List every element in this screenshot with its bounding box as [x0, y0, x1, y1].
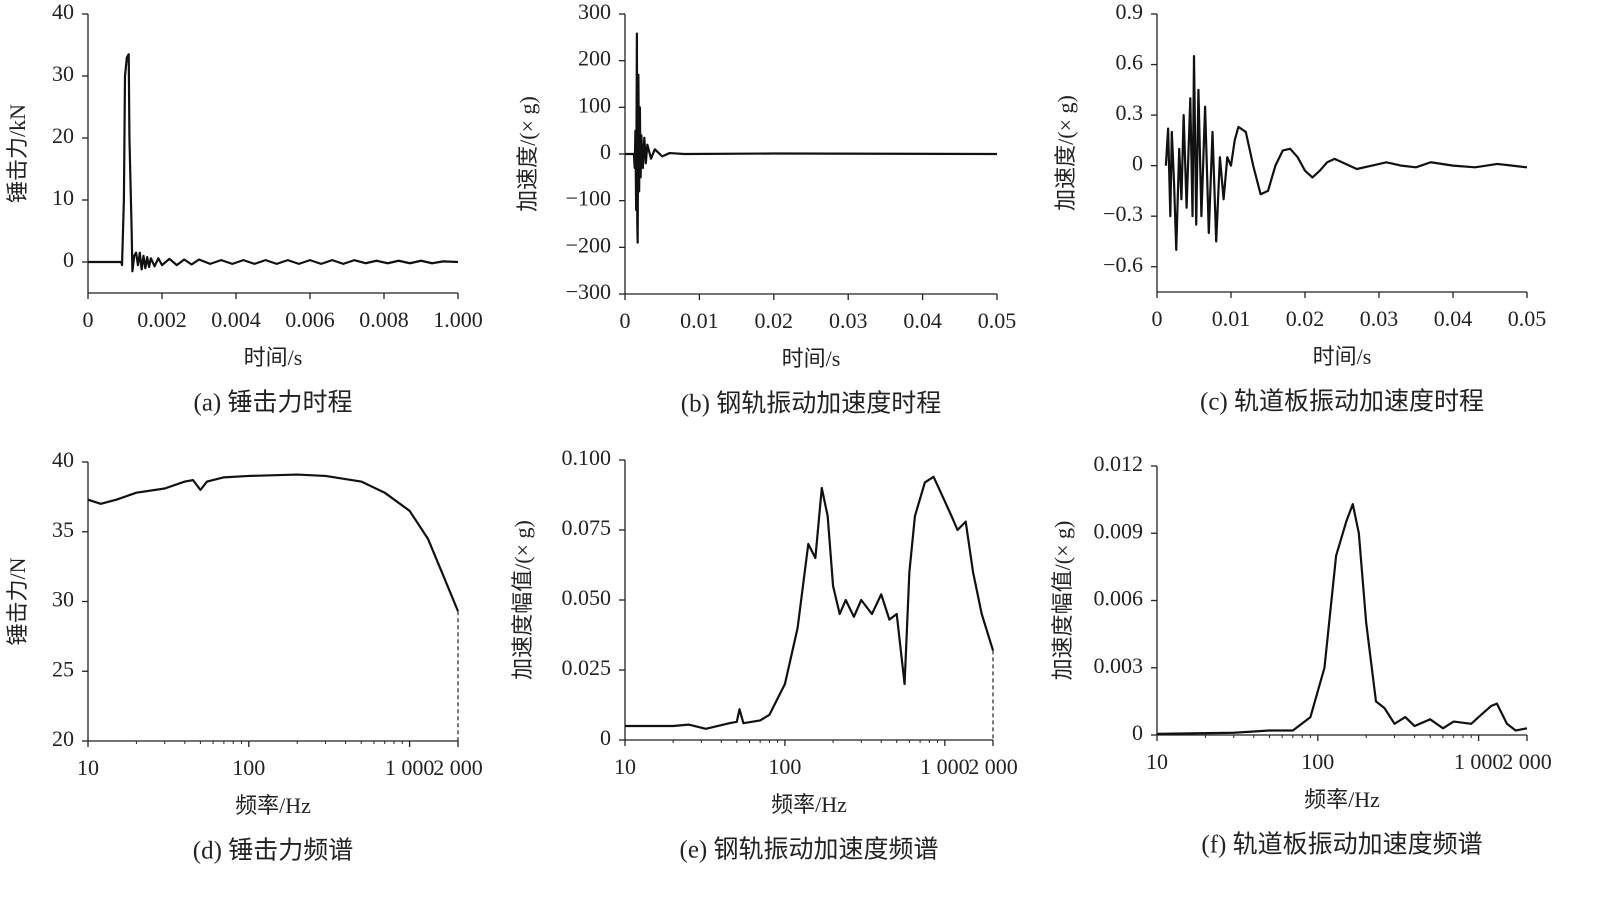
- data-line: [1164, 55, 1528, 251]
- y-axis-label: 加速度/(× g): [515, 96, 540, 212]
- subplot: −0.6 −0.3 0 0.3 0.6 0.9 0 0.01 0.02 0.03 0.04 0.05 时…: [1053, 0, 1546, 416]
- y-tick-label: 0: [1132, 720, 1143, 745]
- data-line: [87, 473, 460, 612]
- y-tick-label: 0: [600, 139, 611, 164]
- y-tick-label: 0.075: [562, 515, 612, 540]
- y-tick-label: 100: [578, 92, 611, 117]
- caption: (f) 轨道板振动加速度频谱: [1201, 831, 1482, 859]
- data-line: [625, 32, 998, 244]
- y-tick-label: 200: [578, 46, 611, 71]
- caption: (d) 锤击力频谱: [193, 837, 353, 865]
- x-tick-label: 0.04: [903, 308, 942, 333]
- x-axis-label: 时间/s: [244, 345, 303, 370]
- y-tick-label: 0.006: [1094, 586, 1144, 611]
- y-tick-label: 0: [1132, 151, 1143, 176]
- y-tick-label: 300: [578, 0, 611, 24]
- y-tick-label: 30: [52, 587, 74, 612]
- y-tick-label: 0.3: [1116, 100, 1144, 125]
- x-tick-label: 0.002: [137, 307, 187, 332]
- y-tick-label: 40: [52, 447, 74, 472]
- x-tick-label: 0: [1152, 306, 1163, 331]
- x-tick-label: 0: [83, 307, 94, 332]
- y-tick-label: 0.6: [1116, 50, 1144, 75]
- x-tick-label: 100: [232, 755, 265, 780]
- y-tick-label: 0.012: [1094, 451, 1144, 476]
- y-tick-label: 25: [52, 656, 74, 681]
- x-axis-label: 频率/Hz: [1304, 787, 1380, 812]
- y-tick-label: 0.003: [1094, 653, 1144, 678]
- data-line: [625, 475, 995, 730]
- x-tick-label: 10: [614, 754, 636, 779]
- y-axis-label: 加速度幅值/(× g): [510, 520, 535, 680]
- x-tick-label: 1 000: [920, 754, 970, 779]
- y-tick-label: −300: [566, 279, 611, 304]
- y-tick-label: 30: [52, 61, 74, 86]
- x-tick-label: 0.02: [1286, 306, 1325, 331]
- y-tick-label: −100: [566, 186, 611, 211]
- x-tick-label: 0.05: [978, 308, 1017, 333]
- y-tick-label: −0.6: [1103, 252, 1143, 277]
- x-tick-label: 2 000: [433, 755, 483, 780]
- x-tick-label: 0.04: [1434, 306, 1473, 331]
- x-tick-label: 0.05: [1508, 306, 1547, 331]
- subplot: 0 10 20 30 40 0 0.002 0.004 0.006 0.008 1.000 时间/s (…: [5, 0, 483, 417]
- caption: (e) 钢轨振动加速度频谱: [680, 836, 939, 864]
- x-tick-label: 1 000: [1454, 749, 1504, 774]
- y-axis-label: 加速度/(× g): [1053, 95, 1078, 211]
- y-tick-label: 0.100: [562, 445, 612, 470]
- x-axis-label: 时间/s: [1313, 344, 1372, 369]
- x-tick-label: 2 000: [968, 754, 1018, 779]
- x-tick-label: 1 000: [385, 755, 435, 780]
- x-tick-label: 0.02: [755, 308, 794, 333]
- x-axis-label: 频率/Hz: [771, 792, 847, 817]
- y-tick-label: −0.3: [1103, 201, 1143, 226]
- x-tick-label: 10: [77, 755, 99, 780]
- caption: (c) 轨道板振动加速度时程: [1200, 388, 1484, 416]
- y-tick-label: 0.025: [562, 655, 612, 680]
- x-tick-label: 100: [768, 754, 801, 779]
- x-tick-label: 100: [1301, 749, 1334, 774]
- y-tick-label: 0.009: [1094, 518, 1144, 543]
- y-axis-label: 锤击力/N: [5, 557, 30, 645]
- y-tick-label: 0.9: [1116, 0, 1144, 24]
- data-line: [1156, 503, 1528, 735]
- x-tick-label: 0.03: [829, 308, 868, 333]
- x-axis-label: 频率/Hz: [235, 793, 311, 818]
- caption: (b) 钢轨振动加速度时程: [681, 390, 941, 418]
- y-tick-label: 20: [52, 123, 74, 148]
- y-tick-label: 10: [52, 185, 74, 210]
- caption: (a) 锤击力时程: [194, 389, 353, 417]
- x-tick-label: 0.008: [359, 307, 409, 332]
- x-tick-label: 1.000: [433, 307, 483, 332]
- y-tick-label: 40: [52, 0, 74, 24]
- data-line: [88, 53, 459, 273]
- subplot: −300 −200 −100 0 100 200 300 0 0.01 0.02 0.03 0.04 0…: [515, 0, 1016, 418]
- x-tick-label: 0: [620, 308, 631, 333]
- y-axis-label: 加速度幅值/(× g): [1050, 521, 1075, 681]
- x-tick-label: 2 000: [1502, 749, 1552, 774]
- x-axis-label: 时间/s: [782, 346, 841, 371]
- y-tick-label: 0: [63, 247, 74, 272]
- y-tick-label: 35: [52, 517, 74, 542]
- y-tick-label: −200: [566, 232, 611, 257]
- y-tick-label: 0.050: [562, 585, 612, 610]
- x-tick-label: 10: [1146, 749, 1168, 774]
- x-tick-label: 0.01: [680, 308, 719, 333]
- y-axis-label: 锤击力/kN: [5, 104, 30, 203]
- y-tick-label: 0: [600, 725, 611, 750]
- x-tick-label: 0.03: [1360, 306, 1399, 331]
- y-tick-label: 20: [52, 726, 74, 751]
- x-tick-label: 0.006: [285, 307, 335, 332]
- x-tick-label: 0.004: [211, 307, 261, 332]
- x-tick-label: 0.01: [1212, 306, 1251, 331]
